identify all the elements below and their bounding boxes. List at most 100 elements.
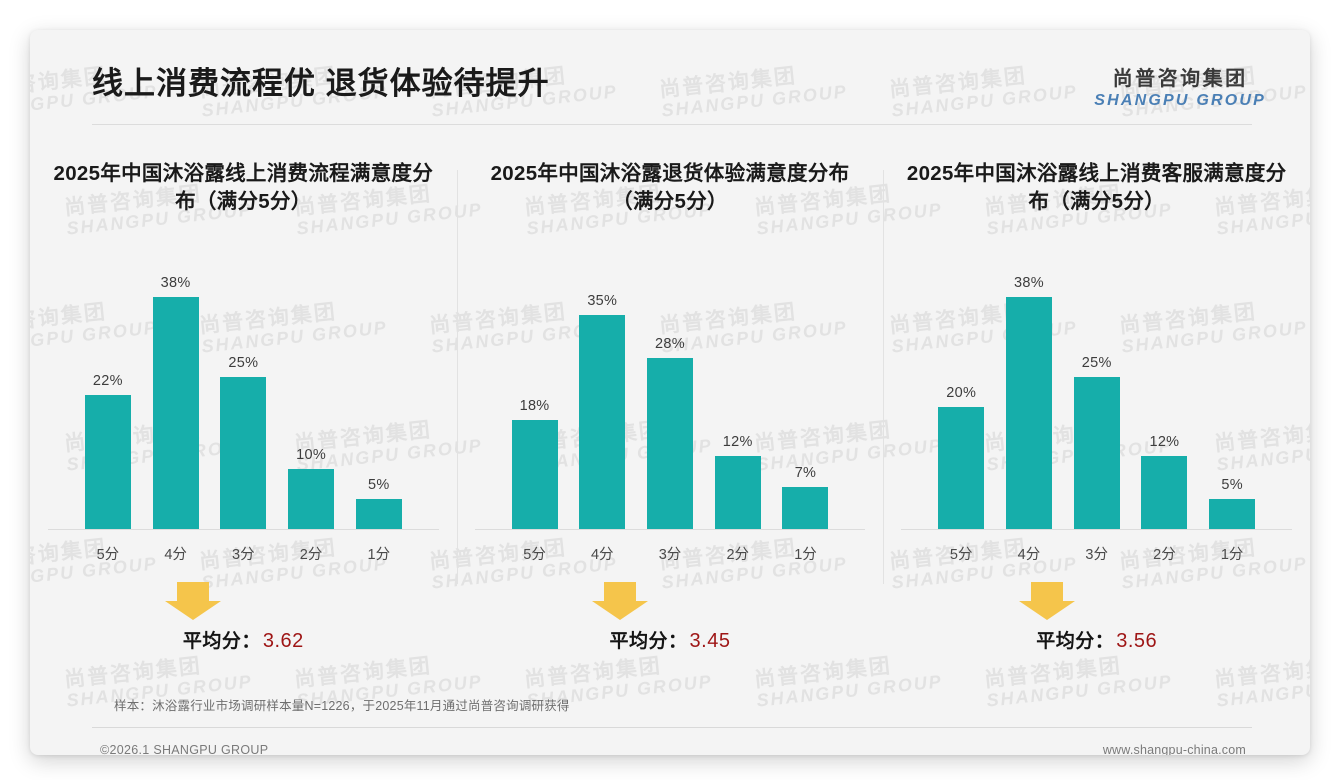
x-axis-tick-label: 4分 (1017, 547, 1041, 563)
header-divider (92, 124, 1252, 125)
average-score-row: 平均分： 3.56 (901, 582, 1292, 668)
x-axis-tick-label: 4分 (164, 547, 187, 563)
x-axis-tick-label: 3分 (1085, 547, 1108, 563)
bar-slot[interactable]: 35% (568, 260, 636, 530)
x-axis-tick-label: 2分 (299, 547, 323, 563)
bar-value-label: 38% (160, 274, 191, 291)
x-axis-tick-label: 5分 (523, 547, 546, 563)
sample-note: 样本：沐浴露行业市场调研样本量N=1226，于2025年11月通过尚普咨询调研获… (114, 699, 570, 713)
slide-footer: ©2026.1 SHANGPU GROUP www.shangpu-china.… (30, 730, 1310, 755)
brand-name-cn: 尚普咨询集团 (1112, 68, 1248, 90)
bar-value-label: 5% (1221, 477, 1243, 494)
bar-slot[interactable]: 5% (345, 260, 413, 530)
bar-slot[interactable]: 28% (636, 260, 704, 530)
bar[interactable] (1073, 376, 1120, 530)
bar[interactable] (152, 296, 199, 530)
x-axis-tick-label: 3分 (658, 547, 682, 563)
page-title: 线上消费流程优 退货体验待提升 (92, 66, 550, 101)
chart-panel-3: 2025年中国沐浴露线上消费客服满意度分布（满分5分） 20% 38% 25% 12% 5… (883, 160, 1310, 680)
slide-header: 线上消费流程优 退货体验待提升 尚普咨询集团 SHANGPU GROUP (30, 30, 1310, 126)
bar[interactable] (1141, 456, 1188, 530)
bar[interactable] (1005, 296, 1052, 530)
x-axis-tick-label: 5分 (96, 547, 120, 563)
arrow-shaft (604, 582, 636, 601)
bar-slot[interactable]: 18% (501, 260, 569, 530)
bar[interactable] (511, 419, 558, 530)
brand-name-en: SHANGPU GROUP (1094, 92, 1266, 109)
x-axis-line (474, 529, 866, 530)
bar-group: 20% 38% 25% 12% 5% (927, 260, 1266, 530)
bar[interactable] (579, 315, 626, 530)
x-axis-tick-label: 2分 (726, 547, 750, 563)
x-axis-labels: 5分 4分 3分 2分 1分 (501, 530, 840, 564)
average-score-value: 3.56 (1116, 630, 1158, 652)
bar[interactable] (714, 456, 761, 530)
average-score-label: 平均分： (182, 631, 261, 652)
chart-title: 2025年中国沐浴露线上消费流程满意度分布（满分5分） (53, 162, 434, 214)
average-score-row: 平均分： 3.62 (48, 582, 439, 668)
bar-slot[interactable]: 5% (1198, 260, 1266, 530)
x-axis-tick-label: 1分 (794, 547, 817, 563)
arrow-head (165, 601, 222, 620)
x-axis-tick-label: 1分 (1220, 547, 1244, 563)
bar[interactable] (355, 499, 402, 530)
arrow-head (1018, 601, 1075, 620)
x-axis-tick-label: 2分 (1153, 547, 1176, 563)
footer-website: www.shangpu-china.com (1102, 743, 1246, 755)
bar[interactable] (288, 468, 335, 530)
average-score-row: 平均分： 3.45 (475, 582, 866, 668)
bar[interactable] (938, 407, 985, 530)
bar-slot[interactable]: 12% (704, 260, 772, 530)
bar-slot[interactable]: 38% (142, 260, 210, 530)
bar-value-label: 25% (228, 354, 259, 371)
bar-slot[interactable]: 25% (1063, 260, 1131, 530)
bar-value-label: 12% (1149, 434, 1180, 451)
chart-panel-2: 2025年中国沐浴露退货体验满意度分布（满分5分） 18% 35% 28% 12% 7% 5… (456, 160, 884, 680)
bar-value-label: 25% (1081, 354, 1112, 371)
bar-slot[interactable]: 38% (995, 260, 1063, 530)
bar[interactable] (647, 358, 693, 530)
footer-copyright: ©2026.1 SHANGPU GROUP (100, 743, 269, 755)
panel-divider (883, 170, 885, 584)
arrow-shaft (177, 582, 210, 601)
arrow-head (592, 601, 648, 620)
average-score-label: 平均分： (609, 631, 688, 652)
x-axis-labels: 5分 4分 3分 2分 1分 (74, 530, 413, 564)
bar-slot[interactable]: 7% (772, 260, 840, 530)
bar-value-label: 12% (722, 434, 753, 451)
slide-card: 尚普咨询集团 SHANGPU GROUP 尚普咨询集团 SHANGPU GROUP 尚普… (30, 30, 1310, 755)
x-axis-line (48, 529, 439, 530)
bar[interactable] (220, 376, 267, 530)
bar[interactable] (1209, 499, 1256, 530)
bar-slot[interactable]: 12% (1131, 260, 1199, 530)
brand-logo: 尚普咨询集团 SHANGPU GROUP (1094, 62, 1266, 110)
bar-slot[interactable]: 25% (209, 260, 277, 530)
bar-value-label: 18% (519, 397, 550, 414)
x-axis-tick-label: 1分 (367, 547, 391, 563)
bar-value-label: 38% (1013, 274, 1044, 291)
chart-panel-1: 2025年中国沐浴露线上消费流程满意度分布（满分5分） 22% 38% 25% 10% 5… (30, 160, 457, 680)
bar-slot[interactable]: 10% (277, 260, 345, 530)
average-score-value: 3.62 (262, 630, 304, 652)
x-axis-line (901, 529, 1293, 530)
bar-value-label: 35% (587, 293, 618, 310)
bar[interactable] (782, 487, 829, 530)
bar-slot[interactable]: 22% (74, 260, 142, 530)
x-axis-tick-label: 3分 (232, 547, 255, 563)
x-axis-labels: 5分 4分 3分 2分 1分 (927, 530, 1266, 564)
bar-group: 18% 35% 28% 12% 7% (501, 260, 840, 530)
bar-value-label: 10% (296, 446, 327, 463)
bar[interactable] (84, 395, 131, 530)
bar-value-label: 20% (946, 385, 977, 402)
arrow-shaft (1030, 582, 1063, 601)
chart-plot-area: 18% 35% 28% 12% 7% (474, 260, 866, 530)
bar-slot[interactable]: 20% (927, 260, 995, 530)
arrow-down-icon (1018, 582, 1075, 620)
footer-divider (92, 727, 1252, 728)
average-score-text: 平均分： 3.62 (183, 626, 304, 653)
chart-plot-area: 20% 38% 25% 12% 5% (901, 260, 1293, 530)
arrow-down-icon (592, 582, 648, 620)
panel-divider (456, 170, 458, 584)
arrow-down-icon (165, 582, 222, 620)
average-score-label: 平均分： (1036, 631, 1115, 652)
